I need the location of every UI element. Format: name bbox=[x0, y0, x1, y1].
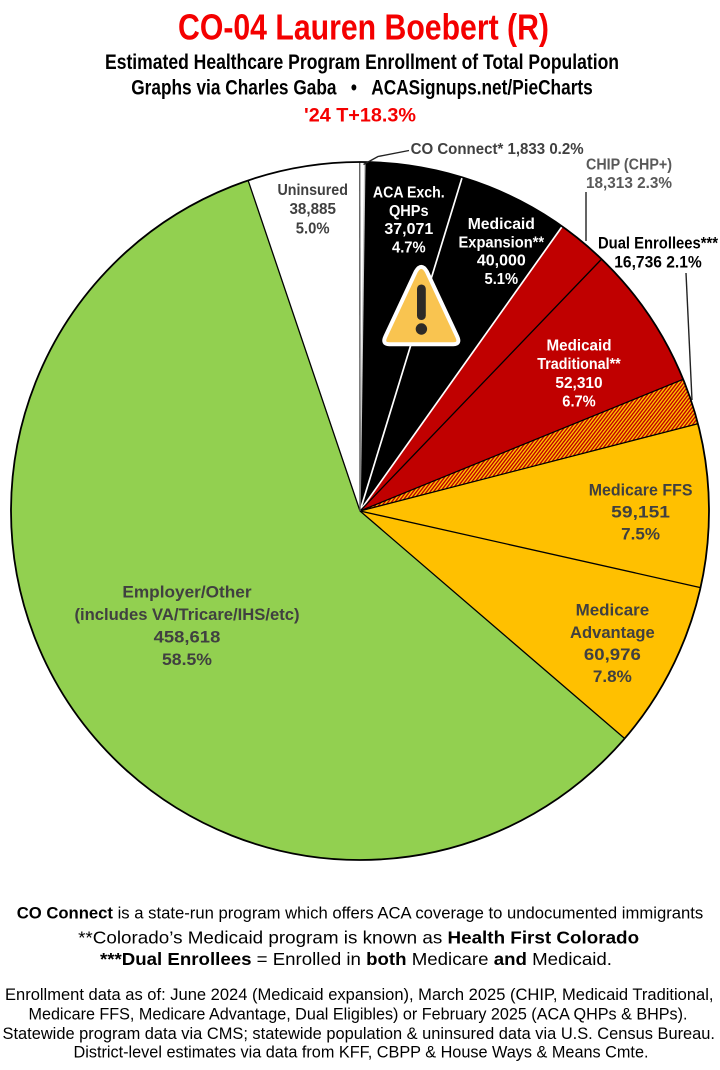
svg-text:Statewide program data via CMS: Statewide program data via CMS; statewid… bbox=[3, 1025, 716, 1043]
svg-text:CO Connect is a state-run prog: CO Connect is a state-run program which … bbox=[17, 905, 704, 923]
svg-text:Medicaid: Medicaid bbox=[468, 216, 535, 233]
svg-text:7.8%: 7.8% bbox=[593, 668, 632, 686]
svg-text:CHIP (CHP+): CHIP (CHP+) bbox=[586, 157, 672, 174]
svg-text:Medicare: Medicare bbox=[576, 602, 650, 620]
svg-text:58.5%: 58.5% bbox=[162, 651, 212, 669]
svg-text:(includes VA/Tricare/IHS/etc): (includes VA/Tricare/IHS/etc) bbox=[75, 606, 300, 624]
svg-text:Graphs via Charles Gaba •: Graphs via Charles Gaba • ACASignups.net… bbox=[131, 77, 593, 100]
svg-text:Expansion**: Expansion** bbox=[459, 234, 545, 251]
svg-text:Estimated Healthcare Program E: Estimated Healthcare Program Enrollment … bbox=[105, 51, 619, 74]
svg-text:CO Connect* 1,833 0.2%: CO Connect* 1,833 0.2% bbox=[411, 141, 584, 158]
svg-text:37,071: 37,071 bbox=[384, 221, 433, 238]
svg-text:Dual Enrollees***: Dual Enrollees*** bbox=[598, 235, 719, 253]
svg-text:40,000: 40,000 bbox=[477, 253, 526, 270]
svg-text:Medicaid: Medicaid bbox=[547, 338, 612, 355]
svg-text:Uninsured: Uninsured bbox=[277, 182, 348, 199]
svg-text:Enrollment data as of: June 20: Enrollment data as of: June 2024 (Medica… bbox=[5, 986, 714, 1004]
svg-text:Medicare FFS: Medicare FFS bbox=[589, 482, 693, 500]
svg-text:**Colorado’s Medicaid program: **Colorado’s Medicaid program is known a… bbox=[78, 928, 639, 948]
svg-text:ACA Exch.: ACA Exch. bbox=[373, 185, 445, 202]
svg-text:Employer/Other: Employer/Other bbox=[122, 584, 252, 602]
svg-text:Traditional**: Traditional** bbox=[537, 356, 621, 373]
svg-text:59,151: 59,151 bbox=[611, 504, 670, 522]
svg-text:District-level estimates via d: District-level estimates via data from K… bbox=[74, 1044, 649, 1062]
svg-text:CO-04 Lauren Boebert (R): CO-04 Lauren Boebert (R) bbox=[178, 7, 549, 48]
svg-text:Medicare FFS, Medicare Advanta: Medicare FFS, Medicare Advantage, Dual E… bbox=[29, 1006, 688, 1024]
svg-text:'24 T+18.3%: '24 T+18.3% bbox=[304, 104, 416, 126]
svg-text:52,310: 52,310 bbox=[555, 375, 602, 392]
svg-text:38,885: 38,885 bbox=[289, 201, 336, 218]
svg-text:60,976: 60,976 bbox=[584, 646, 641, 664]
svg-text:7.5%: 7.5% bbox=[621, 525, 660, 543]
svg-text:4.7%: 4.7% bbox=[392, 239, 426, 256]
svg-text:5.1%: 5.1% bbox=[485, 271, 519, 288]
svg-text:***Dual Enrollees = Enrolled i: ***Dual Enrollees = Enrolled in both Med… bbox=[100, 949, 612, 969]
svg-text:458,618: 458,618 bbox=[154, 629, 221, 647]
svg-text:5.0%: 5.0% bbox=[296, 220, 330, 237]
svg-text:18,313 2.3%: 18,313 2.3% bbox=[586, 175, 672, 192]
svg-text:Advantage: Advantage bbox=[570, 624, 655, 642]
svg-text:16,736 2.1%: 16,736 2.1% bbox=[614, 254, 702, 272]
svg-text:QHPs: QHPs bbox=[389, 203, 429, 220]
svg-text:6.7%: 6.7% bbox=[562, 394, 595, 411]
